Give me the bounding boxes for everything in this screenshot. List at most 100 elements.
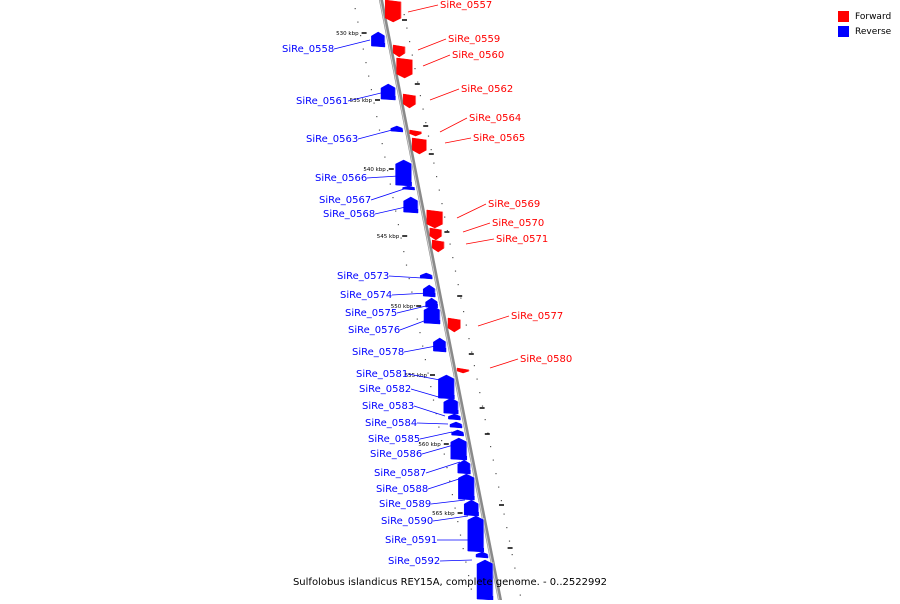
gene-label[interactable]: SiRe_0584: [365, 418, 417, 429]
gene-arrow[interactable]: [422, 284, 436, 298]
legend-forward-label: Forward: [855, 11, 892, 22]
gene-arrow[interactable]: [411, 137, 427, 155]
gene-leader-line: [399, 317, 433, 331]
gene-label[interactable]: SiRe_0580: [520, 354, 572, 365]
gene-arrow[interactable]: [395, 159, 412, 187]
gene-arrow[interactable]: [403, 196, 419, 214]
gene-label[interactable]: SiRe_0560: [452, 50, 504, 61]
gene-arrow[interactable]: [380, 83, 396, 101]
guide-dot: [384, 156, 386, 158]
gene-label[interactable]: SiRe_0561: [296, 96, 348, 107]
gene-label[interactable]: SiRe_0558: [282, 44, 334, 55]
gene-label[interactable]: SiRe_0565: [473, 133, 525, 144]
guide-dot: [462, 548, 464, 550]
gene-arrow[interactable]: [429, 227, 443, 241]
gene-label[interactable]: SiRe_0570: [492, 218, 544, 229]
gene-label[interactable]: SiRe_0585: [368, 434, 420, 445]
gene-label[interactable]: SiRe_0569: [488, 199, 540, 210]
guide-dot: [373, 102, 375, 104]
gene-label[interactable]: SiRe_0562: [461, 84, 513, 95]
gene-label[interactable]: SiRe_0587: [374, 468, 426, 479]
guide-dot: [378, 129, 381, 131]
gene-label[interactable]: SiRe_0573: [337, 271, 389, 282]
gene-label[interactable]: SiRe_0582: [359, 384, 411, 395]
gene-label[interactable]: SiRe_0571: [496, 234, 548, 245]
gene-arrow[interactable]: [456, 367, 470, 374]
gene-label[interactable]: SiRe_0566: [315, 173, 367, 184]
gene-arrow[interactable]: [426, 209, 444, 229]
gene-arrow[interactable]: [423, 305, 441, 325]
gene-leader-line: [403, 345, 437, 353]
gene-arrow[interactable]: [390, 125, 404, 133]
guide-dot: [490, 446, 492, 448]
gene-leader-line: [427, 477, 463, 490]
gene-arrow[interactable]: [448, 413, 461, 421]
gene-label[interactable]: SiRe_0581: [356, 369, 408, 380]
gene-arrow[interactable]: [402, 93, 417, 109]
gene-arrow[interactable]: [463, 499, 479, 517]
gene-arrow[interactable]: [392, 44, 406, 58]
gene-label[interactable]: SiRe_0578: [352, 347, 404, 358]
gene-leader-line: [465, 238, 495, 245]
gene-label[interactable]: SiRe_0590: [381, 516, 433, 527]
gene-arrow[interactable]: [431, 239, 445, 253]
gene-arrow[interactable]: [409, 129, 422, 137]
guide-dot: [519, 594, 521, 596]
guide-dot: [419, 332, 421, 334]
guide-dot: [403, 14, 405, 16]
gene-label[interactable]: SiRe_0591: [385, 535, 437, 546]
gene-label[interactable]: SiRe_0586: [370, 449, 422, 460]
guide-dot: [473, 365, 475, 367]
gene-arrow[interactable]: [451, 429, 464, 437]
gene-label[interactable]: SiRe_0564: [469, 113, 521, 124]
gene-arrow[interactable]: [475, 551, 489, 559]
gene-label[interactable]: SiRe_0559: [448, 34, 500, 45]
gene-arrow[interactable]: [447, 317, 461, 333]
gene-label[interactable]: SiRe_0574: [340, 290, 392, 301]
gene-arrow[interactable]: [458, 473, 475, 501]
guide-dot: [417, 81, 419, 83]
gene-leader-line: [432, 515, 469, 522]
gene-leader-line: [419, 431, 453, 440]
guide-dot: [427, 135, 430, 137]
gene-arrow[interactable]: [384, 0, 402, 23]
gene-label[interactable]: SiRe_0568: [323, 209, 375, 220]
guide-dot: [438, 189, 440, 191]
guide-dot: [476, 378, 478, 380]
gene-arrow[interactable]: [438, 374, 455, 400]
gene-leader-line: [422, 54, 451, 67]
guide-dot: [433, 162, 435, 164]
guide-dot: [419, 95, 421, 97]
gene-arrow[interactable]: [402, 185, 415, 191]
guide-dot: [446, 467, 448, 469]
gene-arrow[interactable]: [396, 57, 413, 79]
gene-label[interactable]: SiRe_0577: [511, 311, 563, 322]
gene-label[interactable]: SiRe_0567: [319, 195, 371, 206]
gene-label[interactable]: SiRe_0575: [345, 308, 397, 319]
gene-leader-line: [439, 559, 473, 562]
gene-arrow[interactable]: [449, 421, 463, 429]
guide-dot: [511, 554, 513, 556]
guide-dot: [457, 284, 459, 286]
gene-label[interactable]: SiRe_0592: [388, 556, 440, 567]
tick-layer: 530 kbp 535 kbp 540 kbp 545 kbp 550 kbp 555 k…: [336, 31, 463, 517]
guide-dot: [403, 251, 405, 253]
gene-label[interactable]: SiRe_0583: [362, 401, 414, 412]
gene-label[interactable]: SiRe_0563: [306, 134, 358, 145]
guide-dot: [392, 197, 394, 199]
guide-dot: [430, 386, 432, 388]
guide-dot: [397, 224, 399, 226]
gene-label[interactable]: SiRe_0588: [376, 484, 428, 495]
gene-arrow[interactable]: [450, 437, 468, 461]
gene-arrow[interactable]: [457, 459, 471, 475]
gene-label[interactable]: SiRe_0557: [440, 0, 492, 11]
gene-arrow[interactable]: [419, 272, 433, 280]
gene-label[interactable]: SiRe_0589: [379, 499, 431, 510]
gene-arrow[interactable]: [371, 31, 386, 48]
gene-arrow[interactable]: [443, 397, 459, 415]
gene-arrow[interactable]: [433, 337, 447, 353]
gene-leader-line: [407, 4, 439, 13]
gene-label[interactable]: SiRe_0576: [348, 325, 400, 336]
guide-dot: [492, 459, 494, 461]
gene-arrow[interactable]: [467, 515, 485, 553]
